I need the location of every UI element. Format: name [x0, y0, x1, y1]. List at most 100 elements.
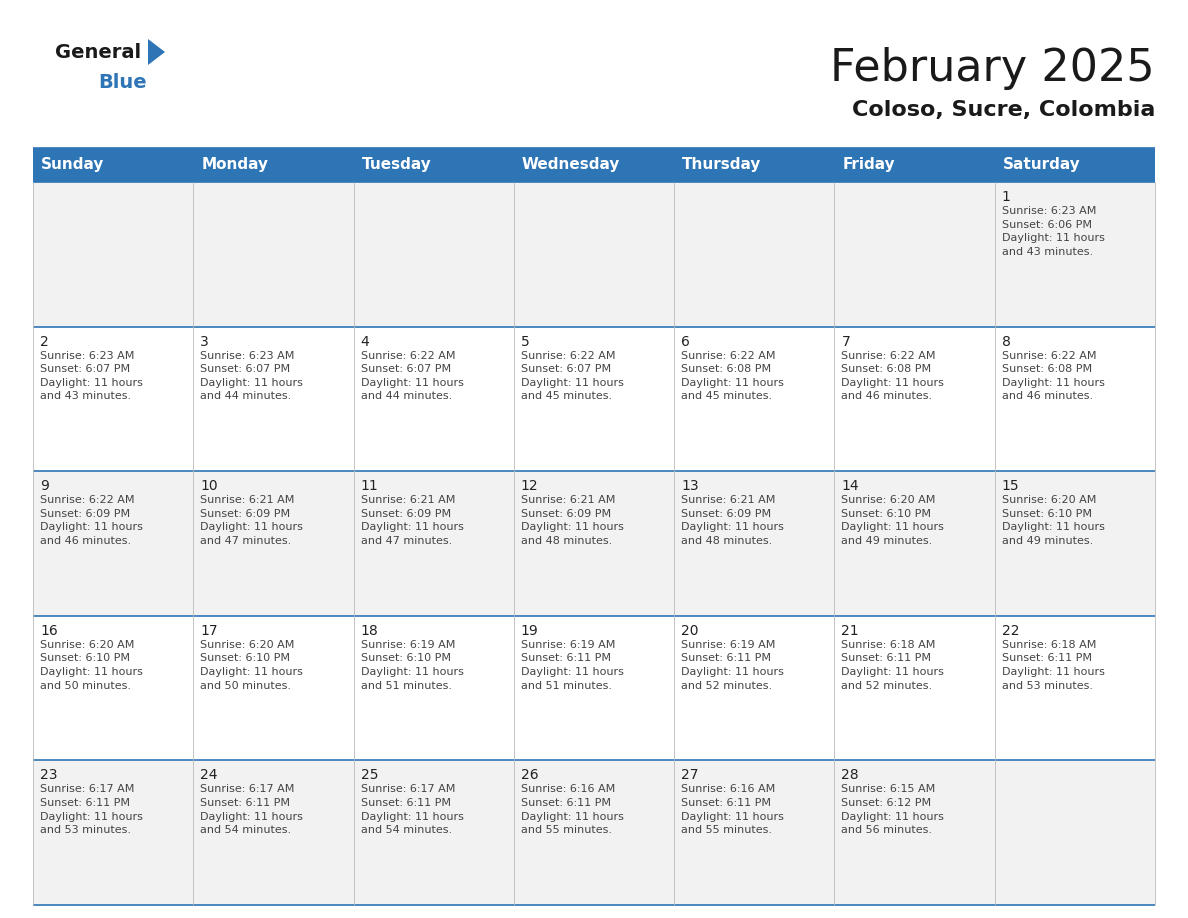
Bar: [514, 182, 674, 327]
Text: Sunrise: 6:23 AM
Sunset: 6:07 PM
Daylight: 11 hours
and 44 minutes.: Sunrise: 6:23 AM Sunset: 6:07 PM Dayligh…: [201, 351, 303, 401]
Bar: [194, 327, 354, 471]
Bar: [514, 616, 674, 760]
Text: Sunrise: 6:22 AM
Sunset: 6:08 PM
Daylight: 11 hours
and 45 minutes.: Sunrise: 6:22 AM Sunset: 6:08 PM Dayligh…: [681, 351, 784, 401]
Text: Sunrise: 6:23 AM
Sunset: 6:07 PM
Daylight: 11 hours
and 43 minutes.: Sunrise: 6:23 AM Sunset: 6:07 PM Dayligh…: [40, 351, 143, 401]
Text: 21: 21: [841, 624, 859, 638]
Bar: [674, 327, 834, 471]
Text: 25: 25: [361, 768, 378, 782]
Bar: [354, 327, 514, 471]
Text: General: General: [55, 42, 141, 62]
Bar: [834, 760, 994, 905]
Text: Sunrise: 6:17 AM
Sunset: 6:11 PM
Daylight: 11 hours
and 53 minutes.: Sunrise: 6:17 AM Sunset: 6:11 PM Dayligh…: [40, 784, 143, 835]
Text: Sunrise: 6:20 AM
Sunset: 6:10 PM
Daylight: 11 hours
and 49 minutes.: Sunrise: 6:20 AM Sunset: 6:10 PM Dayligh…: [841, 495, 944, 546]
Text: Sunrise: 6:19 AM
Sunset: 6:11 PM
Daylight: 11 hours
and 52 minutes.: Sunrise: 6:19 AM Sunset: 6:11 PM Dayligh…: [681, 640, 784, 690]
Text: Sunrise: 6:21 AM
Sunset: 6:09 PM
Daylight: 11 hours
and 47 minutes.: Sunrise: 6:21 AM Sunset: 6:09 PM Dayligh…: [201, 495, 303, 546]
Text: 26: 26: [520, 768, 538, 782]
Bar: [194, 616, 354, 760]
Text: 15: 15: [1001, 479, 1019, 493]
Bar: [354, 760, 514, 905]
Text: Monday: Monday: [201, 158, 268, 173]
Bar: [674, 760, 834, 905]
Text: Sunrise: 6:22 AM
Sunset: 6:07 PM
Daylight: 11 hours
and 45 minutes.: Sunrise: 6:22 AM Sunset: 6:07 PM Dayligh…: [520, 351, 624, 401]
Bar: [194, 760, 354, 905]
Text: Sunrise: 6:22 AM
Sunset: 6:08 PM
Daylight: 11 hours
and 46 minutes.: Sunrise: 6:22 AM Sunset: 6:08 PM Dayligh…: [841, 351, 944, 401]
Bar: [514, 760, 674, 905]
Bar: [994, 760, 1155, 905]
Text: 13: 13: [681, 479, 699, 493]
Text: 10: 10: [201, 479, 217, 493]
Text: 5: 5: [520, 334, 530, 349]
Text: Saturday: Saturday: [1003, 158, 1080, 173]
Text: Sunrise: 6:19 AM
Sunset: 6:11 PM
Daylight: 11 hours
and 51 minutes.: Sunrise: 6:19 AM Sunset: 6:11 PM Dayligh…: [520, 640, 624, 690]
Text: Sunday: Sunday: [42, 158, 105, 173]
Text: 23: 23: [40, 768, 57, 782]
Text: Sunrise: 6:21 AM
Sunset: 6:09 PM
Daylight: 11 hours
and 47 minutes.: Sunrise: 6:21 AM Sunset: 6:09 PM Dayligh…: [361, 495, 463, 546]
Text: Sunrise: 6:20 AM
Sunset: 6:10 PM
Daylight: 11 hours
and 50 minutes.: Sunrise: 6:20 AM Sunset: 6:10 PM Dayligh…: [201, 640, 303, 690]
Text: 3: 3: [201, 334, 209, 349]
Text: 7: 7: [841, 334, 851, 349]
Text: 22: 22: [1001, 624, 1019, 638]
Text: Blue: Blue: [97, 73, 146, 92]
Text: 6: 6: [681, 334, 690, 349]
Text: February 2025: February 2025: [830, 47, 1155, 89]
Text: Sunrise: 6:20 AM
Sunset: 6:10 PM
Daylight: 11 hours
and 49 minutes.: Sunrise: 6:20 AM Sunset: 6:10 PM Dayligh…: [1001, 495, 1105, 546]
Text: 28: 28: [841, 768, 859, 782]
Bar: [834, 327, 994, 471]
Text: Sunrise: 6:22 AM
Sunset: 6:08 PM
Daylight: 11 hours
and 46 minutes.: Sunrise: 6:22 AM Sunset: 6:08 PM Dayligh…: [1001, 351, 1105, 401]
Text: 27: 27: [681, 768, 699, 782]
Bar: [354, 471, 514, 616]
Bar: [33, 182, 194, 327]
Text: Thursday: Thursday: [682, 158, 762, 173]
Bar: [674, 471, 834, 616]
Bar: [834, 471, 994, 616]
Text: 11: 11: [361, 479, 378, 493]
Bar: [994, 327, 1155, 471]
Polygon shape: [148, 39, 165, 65]
Bar: [994, 471, 1155, 616]
Text: 14: 14: [841, 479, 859, 493]
Bar: [33, 148, 1155, 182]
Bar: [514, 471, 674, 616]
Text: Sunrise: 6:15 AM
Sunset: 6:12 PM
Daylight: 11 hours
and 56 minutes.: Sunrise: 6:15 AM Sunset: 6:12 PM Dayligh…: [841, 784, 944, 835]
Text: 19: 19: [520, 624, 538, 638]
Text: Wednesday: Wednesday: [522, 158, 620, 173]
Bar: [354, 182, 514, 327]
Bar: [194, 471, 354, 616]
Text: 8: 8: [1001, 334, 1011, 349]
Bar: [994, 616, 1155, 760]
Bar: [33, 327, 194, 471]
Text: Sunrise: 6:20 AM
Sunset: 6:10 PM
Daylight: 11 hours
and 50 minutes.: Sunrise: 6:20 AM Sunset: 6:10 PM Dayligh…: [40, 640, 143, 690]
Bar: [674, 182, 834, 327]
Bar: [834, 616, 994, 760]
Text: Sunrise: 6:22 AM
Sunset: 6:07 PM
Daylight: 11 hours
and 44 minutes.: Sunrise: 6:22 AM Sunset: 6:07 PM Dayligh…: [361, 351, 463, 401]
Bar: [354, 616, 514, 760]
Bar: [194, 182, 354, 327]
Bar: [514, 327, 674, 471]
Bar: [674, 616, 834, 760]
Text: 18: 18: [361, 624, 378, 638]
Bar: [33, 760, 194, 905]
Text: 20: 20: [681, 624, 699, 638]
Text: Sunrise: 6:16 AM
Sunset: 6:11 PM
Daylight: 11 hours
and 55 minutes.: Sunrise: 6:16 AM Sunset: 6:11 PM Dayligh…: [520, 784, 624, 835]
Text: 2: 2: [40, 334, 49, 349]
Text: 4: 4: [361, 334, 369, 349]
Text: Sunrise: 6:22 AM
Sunset: 6:09 PM
Daylight: 11 hours
and 46 minutes.: Sunrise: 6:22 AM Sunset: 6:09 PM Dayligh…: [40, 495, 143, 546]
Bar: [33, 471, 194, 616]
Text: 16: 16: [40, 624, 58, 638]
Text: Tuesday: Tuesday: [361, 158, 431, 173]
Text: Sunrise: 6:16 AM
Sunset: 6:11 PM
Daylight: 11 hours
and 55 minutes.: Sunrise: 6:16 AM Sunset: 6:11 PM Dayligh…: [681, 784, 784, 835]
Text: Sunrise: 6:21 AM
Sunset: 6:09 PM
Daylight: 11 hours
and 48 minutes.: Sunrise: 6:21 AM Sunset: 6:09 PM Dayligh…: [520, 495, 624, 546]
Bar: [33, 616, 194, 760]
Text: Sunrise: 6:17 AM
Sunset: 6:11 PM
Daylight: 11 hours
and 54 minutes.: Sunrise: 6:17 AM Sunset: 6:11 PM Dayligh…: [361, 784, 463, 835]
Text: 17: 17: [201, 624, 217, 638]
Text: Sunrise: 6:23 AM
Sunset: 6:06 PM
Daylight: 11 hours
and 43 minutes.: Sunrise: 6:23 AM Sunset: 6:06 PM Dayligh…: [1001, 206, 1105, 257]
Text: Coloso, Sucre, Colombia: Coloso, Sucre, Colombia: [852, 100, 1155, 120]
Text: 1: 1: [1001, 190, 1011, 204]
Bar: [834, 182, 994, 327]
Text: 12: 12: [520, 479, 538, 493]
Text: Sunrise: 6:18 AM
Sunset: 6:11 PM
Daylight: 11 hours
and 52 minutes.: Sunrise: 6:18 AM Sunset: 6:11 PM Dayligh…: [841, 640, 944, 690]
Text: Friday: Friday: [842, 158, 895, 173]
Text: Sunrise: 6:19 AM
Sunset: 6:10 PM
Daylight: 11 hours
and 51 minutes.: Sunrise: 6:19 AM Sunset: 6:10 PM Dayligh…: [361, 640, 463, 690]
Text: Sunrise: 6:21 AM
Sunset: 6:09 PM
Daylight: 11 hours
and 48 minutes.: Sunrise: 6:21 AM Sunset: 6:09 PM Dayligh…: [681, 495, 784, 546]
Text: Sunrise: 6:18 AM
Sunset: 6:11 PM
Daylight: 11 hours
and 53 minutes.: Sunrise: 6:18 AM Sunset: 6:11 PM Dayligh…: [1001, 640, 1105, 690]
